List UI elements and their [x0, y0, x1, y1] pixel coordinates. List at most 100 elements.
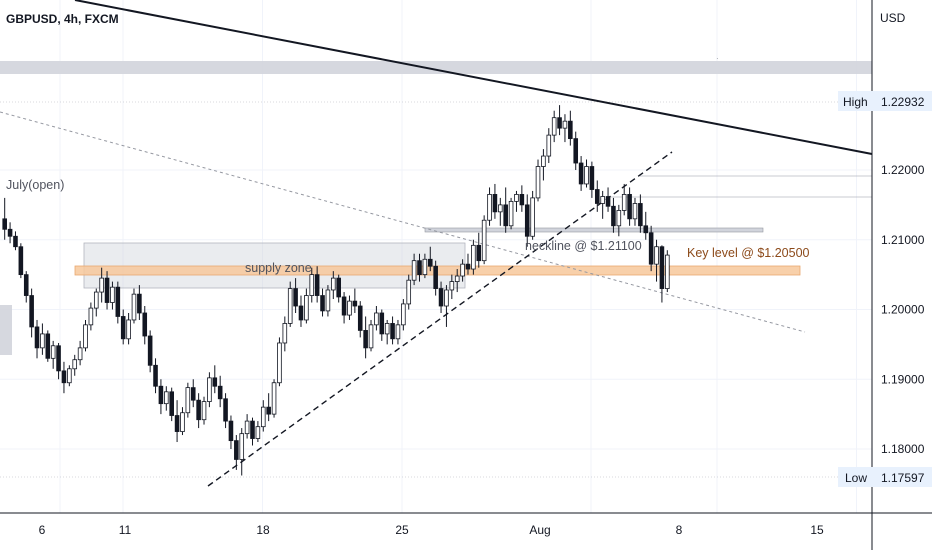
key-level-label: Key level @ $1.20500 [687, 246, 810, 260]
candle [282, 316, 288, 352]
candle-body-bull [331, 277, 336, 291]
candle [61, 361, 67, 394]
candle-body-bull [201, 401, 207, 421]
time-tick-label: 11 [119, 523, 132, 537]
candle [427, 246, 433, 272]
candle-body-bear [18, 246, 24, 276]
candle-body-bear [524, 204, 530, 237]
candle-body-bear [29, 295, 34, 328]
candle-body-bull [551, 117, 557, 136]
candle [648, 225, 654, 272]
candle [228, 415, 234, 449]
candle-body-bear [643, 225, 649, 234]
candle-body-bull [83, 324, 88, 349]
candle [487, 187, 492, 226]
candle-body-bear [427, 258, 433, 267]
candle [255, 421, 261, 443]
candle [374, 306, 379, 331]
candle [422, 253, 428, 279]
ascending-trendline[interactable] [207, 151, 673, 487]
candle [638, 194, 643, 233]
candle [277, 337, 282, 387]
candle-body-bull [67, 368, 72, 384]
candle-body-bear [13, 235, 18, 248]
candle [18, 243, 24, 279]
candle-body-bear [594, 189, 600, 204]
candle [314, 266, 320, 303]
low-label: Low [845, 471, 867, 485]
july-open-label: July(open) [6, 178, 64, 192]
candle-body-bull [535, 166, 541, 199]
price-tick-label: 1.21000 [881, 233, 925, 247]
time-tick-label: Aug [529, 523, 550, 537]
candle [471, 239, 476, 275]
candle-body-bear [476, 244, 482, 262]
candle-body-bear [568, 120, 573, 140]
candle-body-bull [271, 382, 277, 415]
candle [50, 340, 56, 369]
candle-body-bear [314, 274, 320, 296]
candle [643, 211, 649, 240]
candle-body-bear [492, 194, 498, 213]
candle [476, 232, 482, 268]
candle [498, 197, 503, 226]
candle-body-bull [164, 391, 169, 405]
neckline-band[interactable] [424, 227, 764, 233]
candle [260, 400, 266, 432]
candle [185, 382, 191, 418]
candle [174, 400, 180, 443]
candle-body-bull [444, 289, 449, 307]
candle-body-bear [147, 335, 153, 366]
candle [29, 288, 34, 338]
candle-body-bull [77, 347, 83, 361]
candle-body-bear [115, 286, 121, 317]
candle-body-bear [158, 385, 164, 405]
candle-body-bear [611, 205, 616, 227]
candle-body-bull [282, 323, 288, 344]
candle [573, 131, 579, 170]
candle-body-bull [260, 406, 266, 428]
candle [190, 379, 196, 408]
candle [541, 149, 546, 181]
supply-zone-box[interactable] [83, 242, 466, 289]
candle [433, 260, 438, 296]
candle [212, 365, 218, 394]
candle-body-bull [395, 324, 401, 340]
candle-body-bear [293, 288, 298, 307]
candle [196, 393, 201, 429]
candle-body-bear [557, 117, 562, 129]
candle [481, 215, 487, 265]
candle [13, 231, 18, 251]
candle-body-bear [379, 312, 385, 335]
dotted-channel-line[interactable] [0, 111, 806, 333]
candle-body-bull [454, 275, 460, 282]
candle [627, 187, 632, 226]
candle [287, 281, 293, 327]
candle [379, 309, 385, 341]
candle-body-bull [88, 307, 94, 326]
candle-body-bear [120, 316, 126, 340]
candle [93, 288, 99, 317]
price-tick-label: 1.18000 [881, 442, 925, 456]
candle-body-bear [465, 263, 471, 270]
neckline-label: neckline @ $1.21100 [525, 239, 642, 253]
candle [271, 379, 277, 418]
candle-body-bear [45, 333, 51, 359]
candle [40, 323, 45, 355]
currency-label: USD [880, 11, 906, 25]
candle [120, 309, 126, 345]
candle-body-bull [471, 244, 476, 270]
candle [411, 253, 417, 286]
candle [357, 301, 363, 338]
descending-trendline[interactable] [74, 0, 873, 155]
candle [341, 292, 347, 324]
candle-body-bear [357, 305, 363, 331]
candle-body-bull [621, 194, 627, 211]
candle-body-bear [605, 196, 611, 207]
candle-body-bear [417, 260, 422, 276]
candle-body-bull [541, 155, 546, 167]
time-tick-label: 15 [810, 523, 824, 537]
candle [304, 288, 309, 324]
time-tick-label: 18 [256, 523, 270, 537]
